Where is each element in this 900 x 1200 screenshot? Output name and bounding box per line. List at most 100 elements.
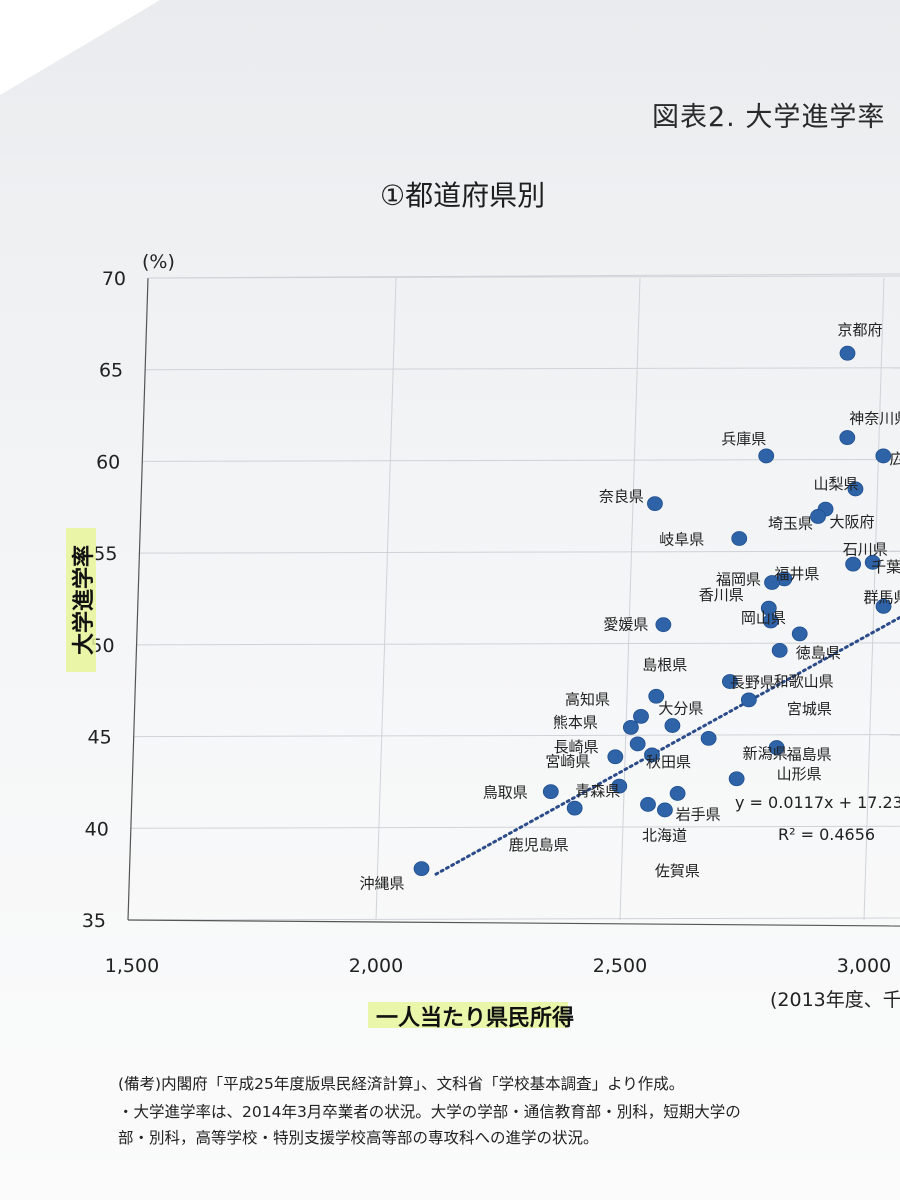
- point-label: 大阪府: [830, 513, 875, 531]
- point-label: 宮崎県: [545, 753, 590, 771]
- point-label: 石川県: [843, 540, 888, 558]
- scatter-point: [768, 740, 785, 755]
- axes: 35404550556065701,5002,0002,5003,0003,50…: [82, 268, 900, 977]
- scatter-point: [664, 718, 681, 733]
- x-axis-title: 一人当たり県民所得: [376, 1005, 574, 1031]
- axis-titles: 一人当たり県民所得 大学進学率 (%) (2013年度、千 y = 0.0117x + …: [66, 251, 900, 1031]
- point-label: 奈良県: [599, 488, 644, 506]
- point-label: 島根県: [642, 656, 687, 674]
- y-gridline: [127, 917, 900, 921]
- point-label: 埼玉県: [768, 514, 813, 532]
- x-axis-line: [127, 919, 900, 927]
- scatter-point: [845, 556, 862, 572]
- point-label: 千葉県: [871, 558, 900, 576]
- definition-note-1: ・大学進学率は、2014年3月卒業者の状況。大学の学部・通信教育部・別科，短期大…: [118, 1103, 741, 1121]
- point-label: 神奈川県: [849, 410, 900, 428]
- scatter-point: [648, 688, 665, 704]
- point-label: 京都府: [837, 321, 882, 339]
- definition-note-2: 部・別科，高等学校・特別支援学校高等部の専攻科への進学の状況。: [118, 1129, 599, 1147]
- point-label: 長崎県: [554, 738, 599, 756]
- scatter-point: [700, 731, 717, 746]
- y-tick-label: 70: [102, 268, 126, 290]
- scatter-point: [764, 575, 780, 590]
- point-label: 香川県: [699, 586, 744, 604]
- point-label: 鹿児島県: [509, 836, 569, 854]
- y-tick-label: 45: [88, 727, 112, 749]
- point-label: 山梨県: [813, 475, 858, 493]
- point-label: 愛媛県: [603, 616, 648, 634]
- x-title-highlight: [368, 1002, 568, 1028]
- point-label: 群馬県: [864, 588, 900, 606]
- point-label: 佐賀県: [655, 862, 700, 880]
- y-axis-title-group: 大学進学率: [66, 528, 97, 672]
- x-tick-label: 1,500: [105, 955, 159, 977]
- point-label: 福島県: [787, 746, 832, 764]
- x-tick-label: 2,000: [349, 955, 403, 977]
- figure-title: 図表2. 大学進学率: [652, 102, 886, 133]
- point-label: 高知県: [565, 690, 610, 708]
- scatter-point: [847, 481, 864, 497]
- y-axis-title: 大学進学率: [71, 545, 97, 655]
- scatter-point: [722, 674, 738, 689]
- chart-title: ①都道府県別: [380, 179, 546, 212]
- point-label: 宮城県: [787, 700, 832, 718]
- y-gridline: [136, 642, 900, 646]
- point-label: 青森県: [575, 782, 620, 800]
- scatter-point: [731, 531, 748, 546]
- data-points: [413, 345, 892, 877]
- point-label: 大分県: [658, 700, 703, 718]
- scatter-point: [657, 802, 673, 818]
- point-label: 長野県: [730, 674, 775, 692]
- scatter-point: [669, 786, 686, 801]
- point-label: 岐阜県: [659, 530, 704, 548]
- scatter-point: [655, 617, 672, 633]
- y-tick-label: 65: [99, 360, 123, 382]
- y-tick-label: 35: [82, 910, 106, 932]
- point-label: 熊本県: [553, 713, 598, 731]
- scatter-point: [758, 448, 775, 464]
- point-label: 鳥取県: [483, 784, 528, 802]
- scatter-point: [629, 736, 646, 752]
- x-unit-note: (2013年度、千: [770, 989, 900, 1011]
- scatter-point: [644, 747, 660, 763]
- y-tick-label: 50: [90, 635, 114, 657]
- y-gridline: [145, 367, 900, 371]
- scatter-point: [542, 784, 559, 799]
- scatter-point: [791, 626, 808, 642]
- scatter-point: [566, 800, 583, 816]
- top-frame-line: [147, 273, 900, 279]
- point-label: 沖縄県: [360, 875, 405, 893]
- point-label: 徳島県: [796, 644, 841, 662]
- scatter-point: [413, 861, 430, 877]
- scatter-point: [633, 708, 649, 724]
- point-label: 兵庫県: [721, 430, 766, 448]
- scatter-point: [771, 642, 788, 658]
- scatter-point: [611, 778, 628, 794]
- scatter-point: [622, 720, 639, 735]
- y-tick-label: 55: [93, 543, 117, 565]
- point-label: 岩手県: [676, 805, 721, 823]
- y-gridline: [142, 458, 900, 462]
- y-gridline: [139, 550, 900, 554]
- point-label: 北海道: [642, 826, 687, 844]
- trend-equation: y = 0.0117x + 17.23: [735, 793, 900, 812]
- point-label: 新潟県: [743, 744, 788, 762]
- point-label: 和歌山県: [774, 672, 834, 690]
- y-tick-label: 40: [85, 818, 109, 840]
- point-label: 秋田県: [646, 753, 691, 771]
- trend-r2: R² = 0.4656: [778, 825, 875, 844]
- x-tick-label: 2,500: [593, 955, 647, 977]
- y-gridline: [130, 825, 900, 829]
- scatter-point: [839, 430, 856, 445]
- scatter-point: [839, 345, 856, 361]
- x-tick-label: 3,000: [837, 955, 891, 977]
- y-tick-label: 60: [96, 451, 120, 473]
- scatter-point: [640, 797, 656, 812]
- point-label: 福岡県: [716, 570, 761, 588]
- scatter-point: [647, 496, 663, 512]
- x-gridline: [375, 277, 397, 921]
- point-labels: 東京都京都府神奈川県兵庫県広島県愛知県山梨県大阪府奈良県埼玉県滋賀県岐阜県石川県…: [360, 321, 900, 893]
- scatter-point: [740, 692, 757, 708]
- scatter-point: [810, 509, 826, 524]
